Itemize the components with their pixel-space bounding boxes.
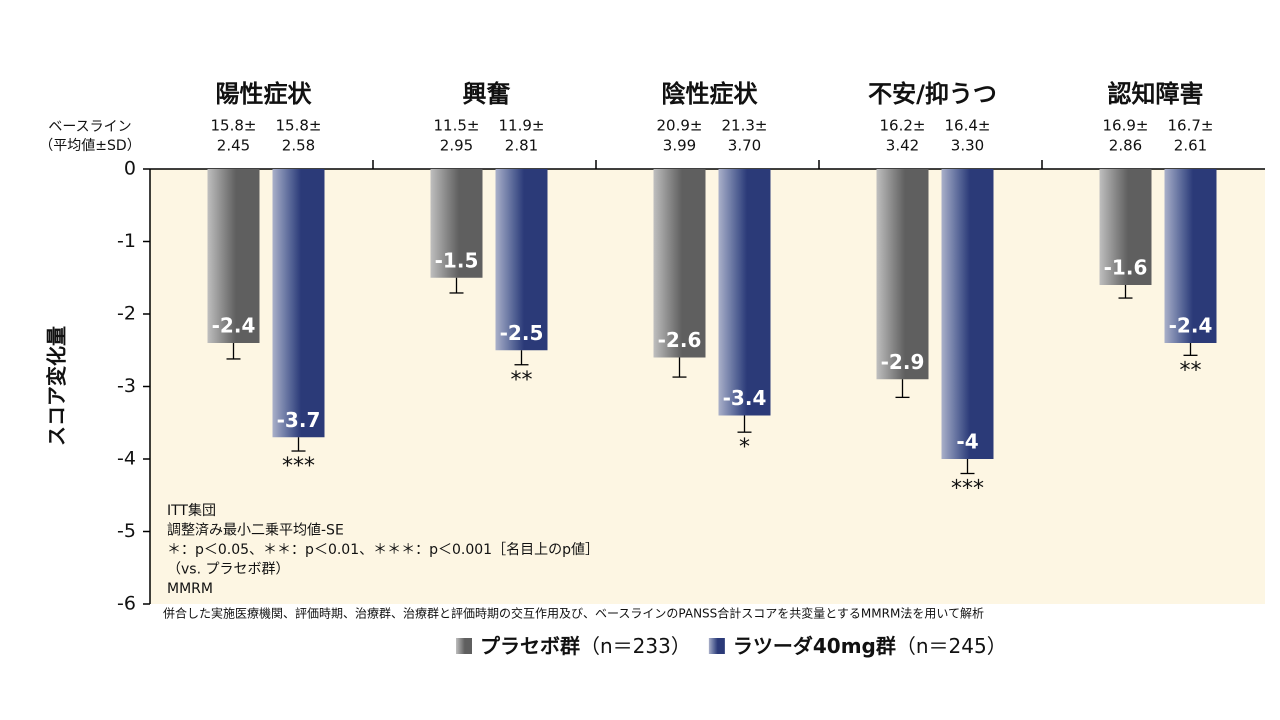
value-label: -2.6 — [658, 328, 702, 352]
legend-swatch — [708, 638, 725, 654]
significance: *** — [282, 454, 315, 479]
category-label: 陰性症状 — [662, 80, 759, 108]
legend-name: プラセボ群 — [480, 634, 580, 658]
significance: ** — [511, 368, 533, 393]
baseline-value: 11.5± — [434, 117, 480, 135]
bar — [207, 169, 260, 343]
category-label: 興奮 — [463, 80, 511, 108]
baseline-value: 16.7± — [1168, 117, 1214, 135]
note: MMRM — [167, 581, 213, 597]
baseline-value: 3.30 — [951, 137, 984, 155]
note: ITT集団 — [167, 502, 216, 519]
baseline-value: 16.2± — [880, 117, 926, 135]
y-tick-label: -2 — [117, 303, 136, 325]
significance: *** — [951, 477, 984, 502]
baseline-value: 2.58 — [282, 137, 315, 155]
value-label: -2.4 — [1169, 314, 1213, 338]
value-label: -3.4 — [723, 386, 767, 410]
footnote: 併合した実施医療機関、評価時期、治療群、治療群と評価時期の交互作用及び、ベースラ… — [163, 606, 984, 621]
value-label: -1.6 — [1104, 256, 1148, 280]
y-axis-label: スコア変化量 — [45, 326, 69, 446]
category-label: 認知障害 — [1108, 80, 1204, 108]
baseline-value: 15.8± — [211, 117, 257, 135]
y-tick-label: -1 — [117, 230, 136, 252]
category-label: 陽性症状 — [216, 80, 313, 108]
bar — [1164, 169, 1217, 343]
significance: * — [739, 435, 750, 460]
plot-background — [150, 169, 1265, 604]
bar — [876, 169, 929, 380]
significance: ** — [1180, 358, 1202, 383]
baseline-value: 3.42 — [886, 137, 919, 155]
value-label: -1.5 — [435, 248, 479, 272]
y-tick-label: -4 — [117, 448, 136, 470]
value-label: -2.4 — [212, 314, 256, 338]
bar — [430, 169, 483, 278]
baseline-value: 16.9± — [1103, 117, 1149, 135]
bar — [495, 169, 548, 351]
legend-swatch — [456, 638, 472, 654]
value-label: -4 — [956, 430, 978, 454]
bar — [941, 169, 994, 459]
baseline-value: 16.4± — [945, 117, 991, 135]
note: 調整済み最小二乗平均値-SE — [167, 523, 344, 539]
note: （vs. プラセボ群） — [167, 562, 289, 578]
legend-n: （n＝245） — [896, 634, 1007, 658]
baseline-value: 21.3± — [722, 117, 768, 135]
baseline-value: 20.9± — [657, 117, 703, 135]
baseline-title: （平均値±SD） — [39, 138, 140, 154]
baseline-value: 2.95 — [440, 137, 473, 155]
bar — [718, 169, 771, 416]
value-label: -3.7 — [277, 408, 321, 432]
baseline-value: 2.61 — [1174, 137, 1207, 155]
legend-n: （n＝233） — [580, 634, 691, 658]
y-tick-label: 0 — [124, 158, 136, 180]
y-tick-label: -3 — [117, 375, 136, 397]
value-label: -2.9 — [881, 350, 925, 374]
bar — [653, 169, 706, 358]
legend-entry: プラセボ群（n＝233） — [480, 634, 691, 658]
baseline-value: 2.81 — [505, 137, 538, 155]
bar — [272, 169, 325, 438]
baseline-title: ベースライン — [48, 119, 131, 135]
bar — [1099, 169, 1152, 285]
baseline-value: 3.99 — [663, 137, 696, 155]
y-tick-label: -5 — [117, 520, 136, 542]
legend-name: ラツーダ40mg群 — [733, 634, 896, 658]
baseline-value: 15.8± — [276, 117, 322, 135]
value-label: -2.5 — [500, 321, 544, 345]
baseline-value: 2.86 — [1109, 137, 1142, 155]
baseline-value: 3.70 — [728, 137, 761, 155]
legend-entry: ラツーダ40mg群（n＝245） — [733, 634, 1007, 658]
category-label: 不安/抑うつ — [868, 80, 997, 108]
note: ＊：p＜0.05、＊＊：p＜0.01、＊＊＊：p＜0.001［名目上のp値］ — [167, 542, 599, 558]
baseline-value: 11.9± — [499, 117, 545, 135]
y-tick-label: -6 — [117, 593, 136, 615]
baseline-value: 2.45 — [217, 137, 250, 155]
